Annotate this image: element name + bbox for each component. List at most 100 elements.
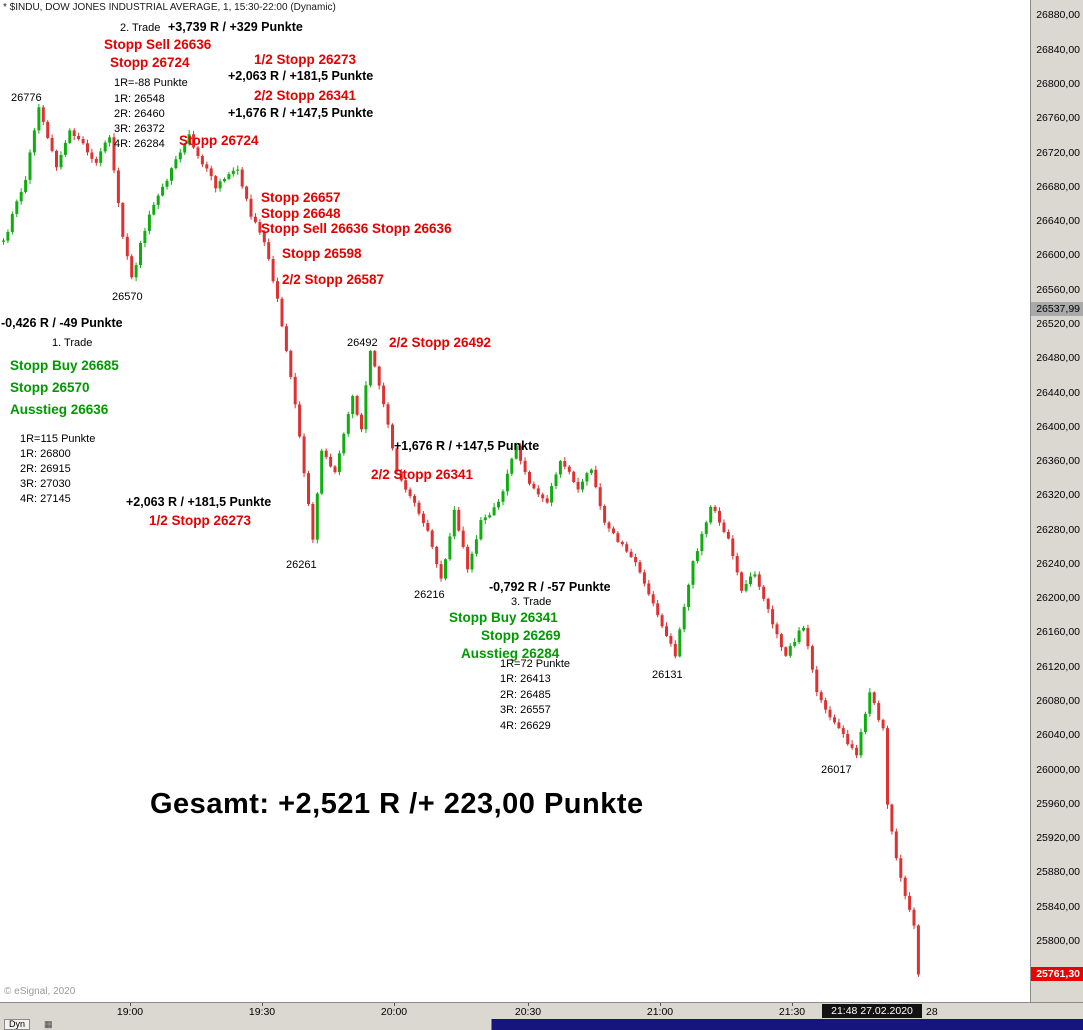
chart-annotation[interactable]: Ausstieg 26284 <box>461 646 560 661</box>
next-day-label: 28 <box>926 1006 938 1018</box>
candle <box>700 531 704 556</box>
chart-annotation[interactable]: 2R: 26485 <box>500 689 551 701</box>
chart-annotation[interactable]: Stopp Buy 26341 <box>449 610 558 625</box>
candle <box>877 700 881 723</box>
chart-annotation[interactable]: Stopp 26269 <box>481 628 561 643</box>
candle <box>903 875 907 900</box>
chart-annotation[interactable]: 2/2 Stopp 26587 <box>282 272 385 287</box>
candle <box>94 156 98 166</box>
price-axis-label: 26600,00 <box>1036 249 1080 262</box>
candle <box>788 643 792 658</box>
candle <box>483 514 487 525</box>
chart-annotation[interactable]: 2R: 26460 <box>114 108 165 120</box>
chart-annotation[interactable]: 3R: 26372 <box>114 123 165 135</box>
chart-annotation[interactable]: 3R: 27030 <box>20 478 71 490</box>
chart-annotation[interactable]: 2/2 Stopp 26341 <box>254 88 357 103</box>
chart-annotation[interactable]: Stopp Buy 26685 <box>10 358 119 373</box>
chart-annotation[interactable]: 1R=115 Punkte <box>20 433 96 445</box>
candle <box>439 560 443 582</box>
chart-annotation[interactable]: 26261 <box>286 559 317 571</box>
candle <box>315 492 319 544</box>
price-axis-label: 26640,00 <box>1036 215 1080 228</box>
chart-annotation[interactable]: +2,063 R / +181,5 Punkte <box>126 495 272 509</box>
candle <box>634 553 638 567</box>
candle <box>249 194 253 220</box>
chart-annotation[interactable]: 26492 <box>347 337 378 349</box>
time-axis-label: 19:00 <box>116 1006 144 1018</box>
chart-annotation[interactable]: 4R: 26629 <box>500 720 551 732</box>
chart-annotation[interactable]: 1/2 Stopp 26273 <box>254 52 357 67</box>
chart-annotation[interactable]: 1R: 26548 <box>114 93 165 105</box>
candle <box>479 517 483 541</box>
candle <box>744 580 748 593</box>
chart-annotation[interactable]: Stopp 26648 <box>261 206 341 221</box>
time-axis[interactable]: 21:48 27.02.2020 28 19:00 19:30 20:00 20:30… <box>0 1002 1083 1019</box>
price-axis-label: 26440,00 <box>1036 386 1080 399</box>
chart-annotation[interactable]: 1R: 26413 <box>500 673 551 685</box>
candle <box>342 432 346 456</box>
candle <box>223 177 226 183</box>
candle <box>735 552 739 576</box>
candle <box>797 627 801 644</box>
chart-annotation[interactable]: 1R=-88 Punkte <box>114 77 188 89</box>
candle <box>523 457 527 475</box>
candle <box>240 167 244 189</box>
candle <box>32 128 36 156</box>
candle <box>324 448 328 460</box>
candle <box>868 688 872 717</box>
candle <box>271 255 275 284</box>
chart-annotation[interactable]: -0,792 R / -57 Punkte <box>489 580 611 594</box>
price-axis[interactable]: 26537,99 25761,30 26880,00 26840,00 26800,… <box>1030 0 1083 1002</box>
time-highlight-box: 21:48 27.02.2020 <box>822 1004 922 1018</box>
chart-annotation[interactable]: 26570 <box>112 291 143 303</box>
chart-annotation[interactable]: Stopp 26570 <box>10 380 90 395</box>
candle <box>775 622 779 639</box>
chart-annotation[interactable]: 3. Trade <box>511 596 552 608</box>
candle <box>819 690 823 704</box>
chart-annotation[interactable]: +2,063 R / +181,5 Punkte <box>228 69 374 83</box>
candle <box>461 526 465 549</box>
candle <box>846 729 850 746</box>
chart-annotation[interactable]: 26776 <box>11 92 42 104</box>
chart-annotation[interactable]: 2/2 Stopp 26492 <box>389 335 492 350</box>
price-axis-label: 26560,00 <box>1036 283 1080 296</box>
chart-annotation[interactable]: 26017 <box>821 764 852 776</box>
candle <box>143 227 147 248</box>
chart-annotation[interactable]: 2R: 26915 <box>20 463 71 475</box>
chart-annotation[interactable]: 3R: 26557 <box>500 704 551 716</box>
price-axis-label: 26480,00 <box>1036 352 1080 365</box>
chart-annotation[interactable]: Ausstieg 26636 <box>10 402 109 417</box>
chart-annotation[interactable]: -0,426 R / -49 Punkte <box>1 316 123 330</box>
chart-annotation[interactable]: Stopp Sell 26636 Stopp 26636 <box>261 221 452 236</box>
chart-annotation[interactable]: Stopp 26598 <box>282 246 362 261</box>
chart-annotation[interactable]: 26216 <box>414 589 445 601</box>
candlestick-canvas[interactable] <box>0 0 1030 1002</box>
chart-annotation[interactable]: Gesamt: +2,521 R /+ 223,00 Punkte <box>150 788 644 820</box>
chart-annotation[interactable]: 1R=72 Punkte <box>500 658 571 670</box>
chart-annotation[interactable]: +1,676 R / +147,5 Punkte <box>394 439 540 453</box>
chart-annotation[interactable]: 1. Trade <box>52 337 93 349</box>
chart-annotation[interactable]: Stopp 26724 <box>179 133 259 148</box>
chart-annotation[interactable]: 26131 <box>652 669 683 681</box>
chart-annotation[interactable]: 1R: 26800 <box>20 448 71 460</box>
tab-dyn[interactable]: Dyn <box>4 1019 31 1030</box>
chart-annotation[interactable]: +3,739 R / +329 Punkte <box>168 20 303 34</box>
chart-type-icon[interactable]: ▦ <box>44 1019 53 1029</box>
chart-annotation[interactable]: 2. Trade <box>120 22 161 34</box>
chart-annotation[interactable]: Stopp Sell 26636 <box>104 37 212 52</box>
price-axis-label: 26520,00 <box>1036 317 1080 330</box>
chart-annotation[interactable]: 2/2 Stopp 26341 <box>371 467 474 482</box>
chart-annotation[interactable]: +1,676 R / +147,5 Punkte <box>228 106 374 120</box>
chart-annotation[interactable]: 1/2 Stopp 26273 <box>149 513 252 528</box>
candle <box>121 202 125 239</box>
candle <box>585 471 589 486</box>
candle <box>276 277 279 302</box>
candle <box>660 613 664 629</box>
chart-annotation[interactable]: 4R: 26284 <box>114 138 165 150</box>
chart-annotation[interactable]: 4R: 27145 <box>20 493 71 505</box>
candle <box>284 323 288 353</box>
chart-annotation[interactable]: Stopp 26657 <box>261 190 341 205</box>
candle <box>718 507 721 526</box>
chart-plot-area[interactable]: 2. Trade +3,739 R / +329 Punkte Stopp Sell… <box>0 0 1030 1002</box>
chart-annotation[interactable]: Stopp 26724 <box>110 55 190 70</box>
